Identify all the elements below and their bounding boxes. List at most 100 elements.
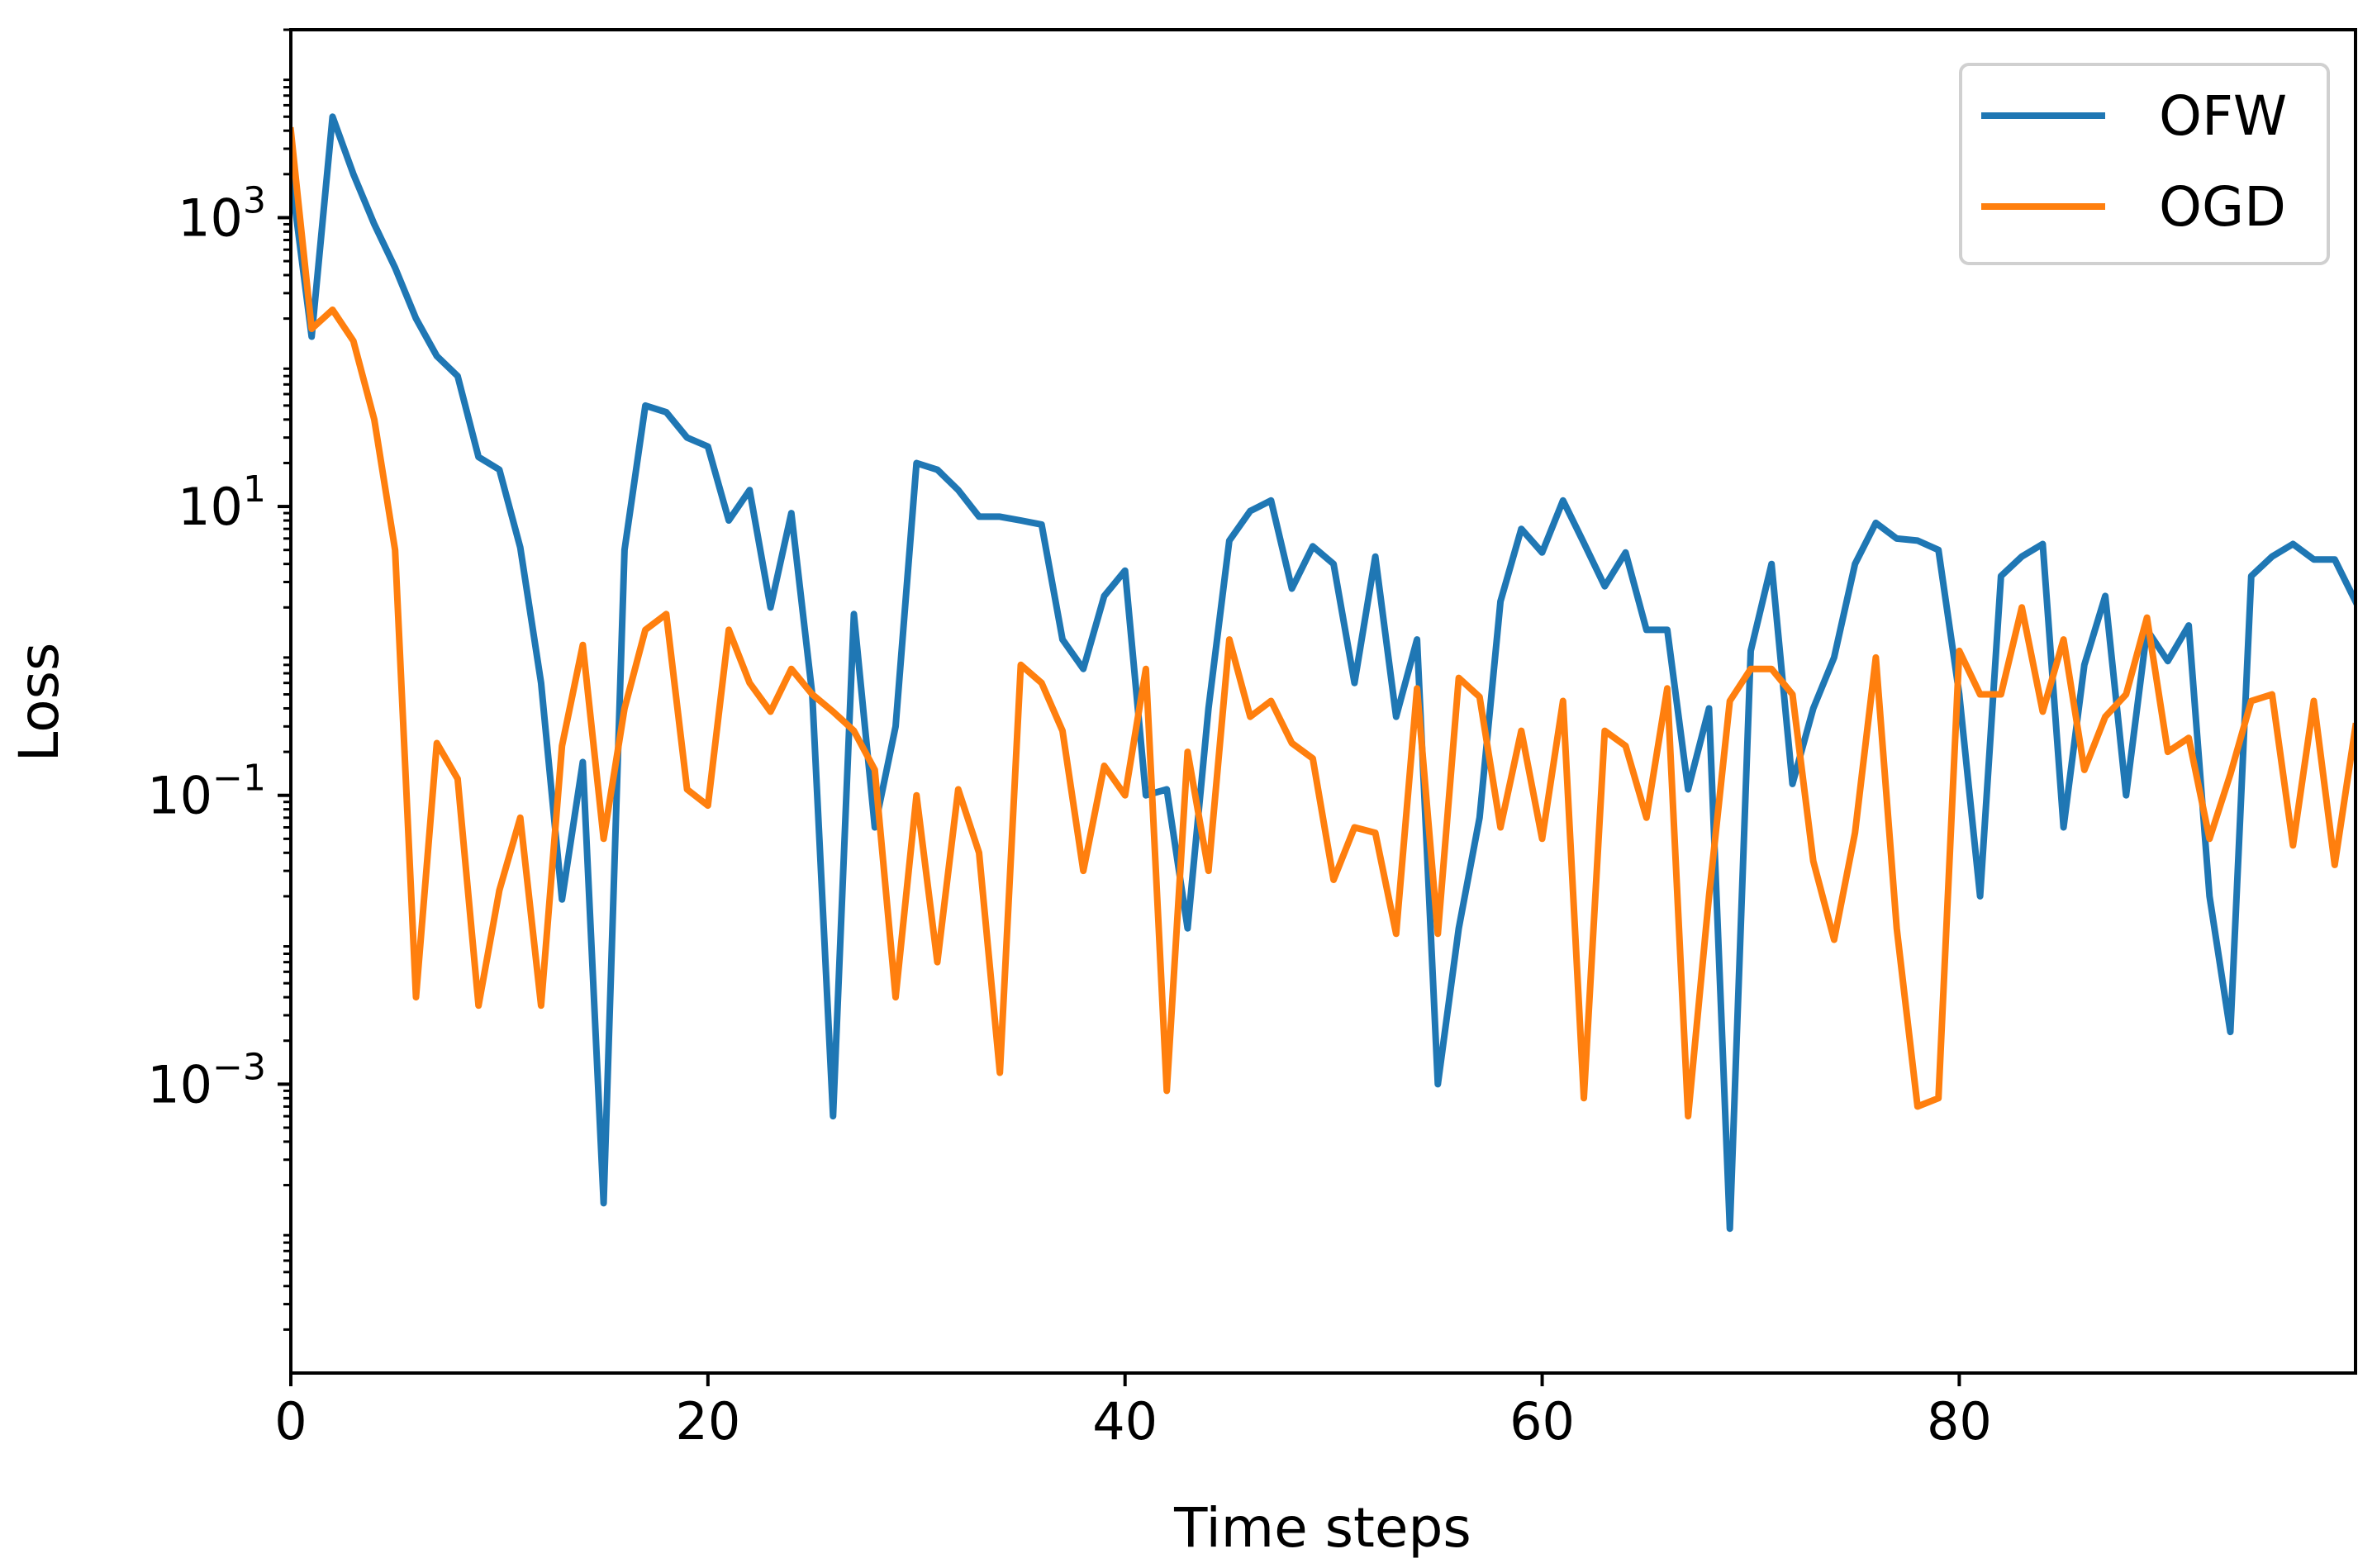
data-point-ofw bbox=[621, 547, 628, 554]
x-axis: 0 20 40 60 80 bbox=[274, 1373, 1992, 1452]
data-point-ofw bbox=[1539, 549, 1546, 556]
data-point-ogd bbox=[1018, 662, 1024, 668]
data-point-ogd bbox=[1977, 691, 1984, 698]
data-point-ofw bbox=[851, 611, 858, 617]
data-point-ogd bbox=[621, 706, 628, 712]
data-point-ogd bbox=[308, 325, 315, 332]
data-point-ogd bbox=[1560, 698, 1566, 705]
data-point-ogd bbox=[1768, 666, 1775, 672]
data-point-ogd bbox=[1163, 1087, 1170, 1094]
y-tick-label: 10−1 bbox=[147, 758, 266, 826]
legend-label-ogd: OGD bbox=[2159, 175, 2286, 239]
data-point-ogd bbox=[2018, 604, 2025, 611]
data-point-ofw bbox=[996, 513, 1003, 520]
data-point-ogd bbox=[1727, 698, 1733, 705]
data-point-ogd bbox=[496, 887, 502, 894]
data-point-ogd bbox=[1623, 743, 1629, 749]
data-point-ogd bbox=[1059, 728, 1066, 734]
data-point-ogd bbox=[2061, 636, 2067, 643]
data-point-ogd bbox=[1664, 685, 1671, 691]
data-point-ogd bbox=[2102, 714, 2108, 720]
data-point-ogd bbox=[684, 786, 691, 793]
data-point-ogd bbox=[1831, 937, 1837, 943]
data-point-ofw bbox=[2185, 622, 2192, 629]
data-point-ogd bbox=[851, 728, 858, 734]
data-point-ogd bbox=[1080, 867, 1086, 874]
data-point-ogd bbox=[2081, 767, 2088, 773]
data-point-ofw bbox=[2123, 792, 2129, 799]
data-point-ofw bbox=[1497, 598, 1504, 605]
data-point-ofw bbox=[788, 510, 795, 516]
x-tick-label: 20 bbox=[675, 1391, 740, 1452]
data-point-ogd bbox=[1372, 829, 1379, 836]
data-point-ofw bbox=[1101, 592, 1108, 599]
data-point-ofw bbox=[1790, 781, 1796, 787]
data-point-ofw bbox=[1143, 792, 1149, 799]
data-point-ogd bbox=[2123, 691, 2129, 698]
data-point-ogd bbox=[1747, 666, 1754, 672]
data-point-ogd bbox=[2227, 771, 2234, 777]
data-point-ogd bbox=[538, 1002, 544, 1009]
data-point-ogd bbox=[392, 547, 398, 554]
data-point-ofw bbox=[2206, 893, 2213, 900]
data-point-ogd bbox=[475, 1002, 482, 1009]
data-point-ogd bbox=[1894, 925, 1900, 932]
data-point-ogd bbox=[1226, 636, 1233, 643]
data-point-ofw bbox=[1914, 537, 1921, 544]
x-tick-label: 60 bbox=[1509, 1391, 1575, 1452]
legend: OFW OGD bbox=[1959, 63, 2330, 265]
data-point-ogd bbox=[955, 786, 962, 793]
data-point-ofw bbox=[2227, 1029, 2234, 1035]
data-point-ogd bbox=[1914, 1103, 1921, 1109]
data-point-ogd bbox=[934, 959, 941, 966]
data-point-ogd bbox=[830, 708, 836, 715]
data-point-ogd bbox=[1143, 666, 1149, 672]
data-point-ogd bbox=[788, 666, 795, 672]
data-point-ofw bbox=[1184, 925, 1191, 932]
plot-frame bbox=[289, 28, 2357, 1375]
data-point-ofw bbox=[892, 723, 899, 729]
data-point-ofw bbox=[1601, 583, 1608, 590]
data-point-ogd bbox=[1476, 694, 1483, 701]
data-point-ofw bbox=[1664, 626, 1671, 633]
data-point-ofw bbox=[1122, 568, 1129, 574]
data-point-ogd bbox=[2269, 691, 2275, 698]
data-point-ofw bbox=[1456, 925, 1462, 932]
data-point-ofw bbox=[830, 1113, 836, 1119]
legend-label-ofw: OFW bbox=[2159, 84, 2287, 148]
data-point-ogd bbox=[2165, 748, 2171, 755]
series-layer bbox=[291, 113, 2356, 1233]
data-point-ofw bbox=[559, 896, 565, 903]
data-point-ogd bbox=[1247, 714, 1253, 720]
data-point-ogd bbox=[1310, 755, 1316, 762]
series-line-ogd bbox=[291, 126, 2356, 1120]
data-point-ofw bbox=[579, 758, 586, 765]
data-point-ogd bbox=[809, 691, 815, 698]
data-point-ofw bbox=[1018, 517, 1024, 524]
data-point-ogd bbox=[454, 776, 461, 782]
data-point-ogd bbox=[413, 994, 420, 1000]
data-point-ofw bbox=[1059, 636, 1066, 643]
data-point-ofw bbox=[1039, 521, 1045, 528]
data-point-ofw bbox=[2165, 658, 2171, 664]
data-point-ogd bbox=[2311, 698, 2318, 705]
data-point-ogd bbox=[1810, 858, 1817, 864]
data-point-ogd bbox=[350, 338, 357, 344]
data-point-ogd bbox=[1852, 829, 1858, 836]
data-point-ogd bbox=[2289, 842, 2296, 848]
data-point-ofw bbox=[1247, 508, 1253, 515]
data-point-ofw bbox=[1581, 539, 1587, 546]
data-point-ogd bbox=[1205, 867, 1212, 874]
data-point-ofw bbox=[1872, 520, 1879, 526]
data-point-ofw bbox=[454, 373, 461, 379]
data-point-ogd bbox=[996, 1070, 1003, 1076]
data-point-ofw bbox=[725, 517, 732, 524]
data-point-ogd bbox=[1330, 877, 1337, 883]
data-point-ogd bbox=[330, 306, 336, 313]
data-point-ofw bbox=[976, 513, 982, 520]
data-point-ogd bbox=[872, 767, 878, 773]
data-point-ogd bbox=[1706, 893, 1713, 900]
data-point-ofw bbox=[1310, 543, 1316, 549]
data-point-ofw bbox=[1414, 636, 1420, 643]
data-point-ogd bbox=[1539, 835, 1546, 842]
